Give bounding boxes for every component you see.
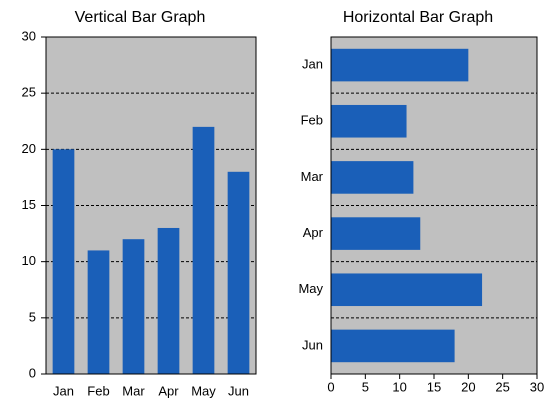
- y-tick-label: 0: [29, 365, 36, 380]
- y-tick-label: Jan: [302, 57, 323, 72]
- x-tick-label: Feb: [87, 383, 109, 398]
- x-tick-label: May: [191, 383, 216, 398]
- bar: [331, 217, 421, 250]
- bar: [331, 329, 455, 363]
- y-tick-label: 20: [22, 141, 36, 156]
- x-tick-label: 15: [427, 379, 441, 394]
- x-tick-label: 25: [495, 379, 509, 394]
- chart-title: Horizontal Bar Graph: [343, 9, 493, 26]
- x-tick-label: Jan: [53, 383, 74, 398]
- y-tick-label: Feb: [301, 113, 323, 128]
- bar: [227, 171, 250, 374]
- bar: [331, 161, 414, 194]
- y-tick-label: 30: [22, 28, 36, 43]
- x-tick-label: 30: [530, 379, 544, 394]
- plot-border: [45, 36, 257, 375]
- bar: [331, 104, 407, 138]
- y-tick-label: 25: [22, 85, 36, 100]
- x-tick-label: Mar: [122, 383, 145, 398]
- y-tick-label: Jun: [302, 337, 323, 352]
- chart-title: Vertical Bar Graph: [75, 9, 206, 26]
- bar: [192, 126, 215, 374]
- bar: [52, 149, 75, 374]
- y-tick-label: May: [298, 281, 323, 296]
- bar: [87, 250, 110, 374]
- x-tick-label: 5: [362, 379, 369, 394]
- bar: [157, 227, 180, 374]
- y-tick-label: 5: [29, 309, 36, 324]
- y-tick-label: 15: [22, 197, 36, 212]
- x-tick-label: 0: [327, 379, 334, 394]
- y-tick-label: Apr: [303, 225, 324, 240]
- x-tick-label: Jun: [228, 383, 249, 398]
- y-tick-label: Mar: [301, 169, 324, 184]
- x-tick-label: Apr: [158, 383, 179, 398]
- x-tick-label: 10: [392, 379, 406, 394]
- plot-border: [330, 36, 538, 375]
- y-tick-label: 10: [22, 253, 36, 268]
- bar: [122, 239, 145, 374]
- bar: [331, 48, 469, 82]
- x-tick-label: 20: [461, 379, 475, 394]
- bar: [331, 273, 483, 307]
